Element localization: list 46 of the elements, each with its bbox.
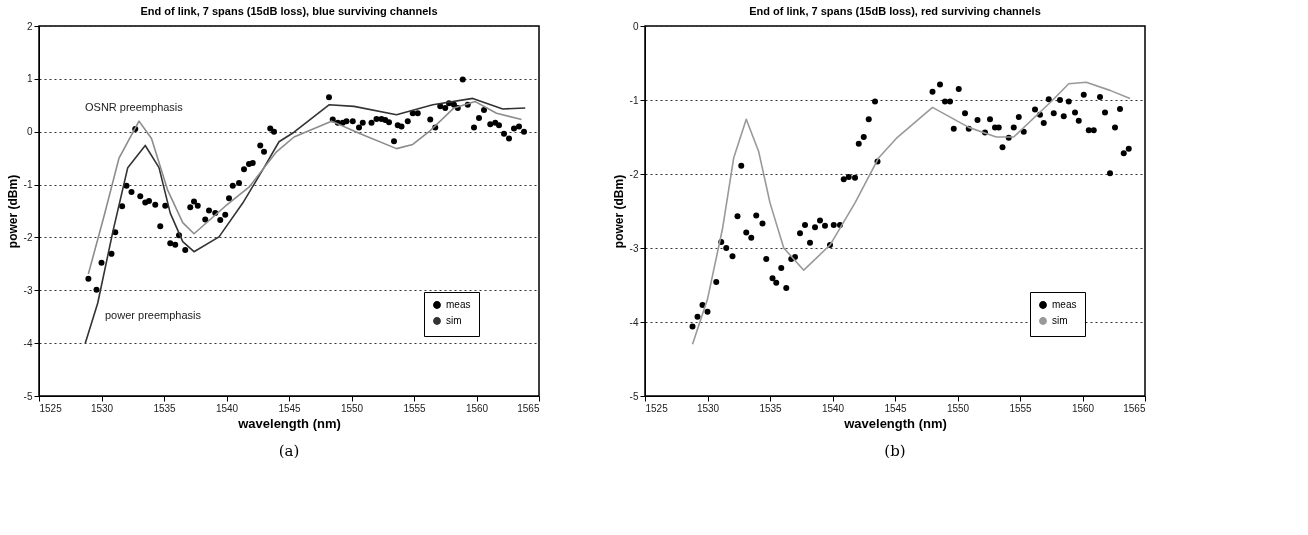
x-tick-label: 1535	[153, 402, 177, 414]
x-tick-label: 1560	[465, 402, 489, 414]
x-axis-title: wavelength (nm)	[237, 415, 341, 431]
y-tick-label: 2	[26, 20, 33, 32]
legend-label: meas	[446, 299, 471, 310]
legend-label: sim	[446, 315, 462, 326]
text: (a)	[278, 442, 300, 460]
legend-label: meas	[1052, 299, 1077, 310]
x-tick-label: 1540	[215, 402, 239, 414]
y-tick-label: 0	[632, 20, 639, 32]
y-tick-label: 1	[26, 73, 33, 85]
text: (b)	[884, 442, 906, 460]
y-tick-label: -5	[629, 390, 639, 402]
x-tick-label: 1555	[1009, 402, 1033, 414]
x-tick-label: 1565	[1123, 402, 1146, 414]
x-tick-label: 1530	[696, 402, 720, 414]
annotation: power preemphasis	[105, 309, 202, 321]
x-axis-title: wavelength (nm)	[843, 415, 947, 431]
x-tick-label: 1550	[946, 402, 970, 414]
x-tick-label: 1525	[645, 402, 669, 414]
chart-title: End of link, 7 spans (15dB loss), red surviving channels	[749, 5, 1041, 17]
y-tick-label: 0	[26, 126, 33, 138]
x-tick-label: 1535	[759, 402, 783, 414]
x-tick-label: 1525	[39, 402, 63, 414]
y-tick-label: -2	[23, 231, 33, 243]
y-tick-label: -3	[629, 242, 639, 254]
y-tick-label: -3	[23, 284, 33, 296]
x-tick-label: 1550	[340, 402, 364, 414]
y-tick-label: -4	[629, 316, 639, 328]
x-tick-label: 1540	[821, 402, 845, 414]
y-tick-label: -1	[23, 179, 33, 191]
y-tick-label: -4	[23, 337, 33, 349]
x-tick-label: 1560	[1071, 402, 1095, 414]
annotation: OSNR preemphasis	[85, 101, 184, 113]
y-tick-label: -2	[629, 168, 639, 180]
y-axis-title: power (dBm)	[5, 174, 20, 249]
x-tick-label: 1565	[517, 402, 540, 414]
x-tick-label: 1530	[90, 402, 114, 414]
y-tick-label: -1	[629, 94, 639, 106]
x-tick-label: 1545	[278, 402, 302, 414]
y-axis-title: power (dBm)	[611, 174, 626, 249]
chart-title: End of link, 7 spans (15dB loss), blue surviving channels	[140, 5, 438, 17]
x-tick-label: 1555	[403, 402, 427, 414]
y-tick-label: -5	[23, 390, 33, 402]
legend-label: sim	[1052, 315, 1068, 326]
x-tick-label: 1545	[884, 402, 908, 414]
